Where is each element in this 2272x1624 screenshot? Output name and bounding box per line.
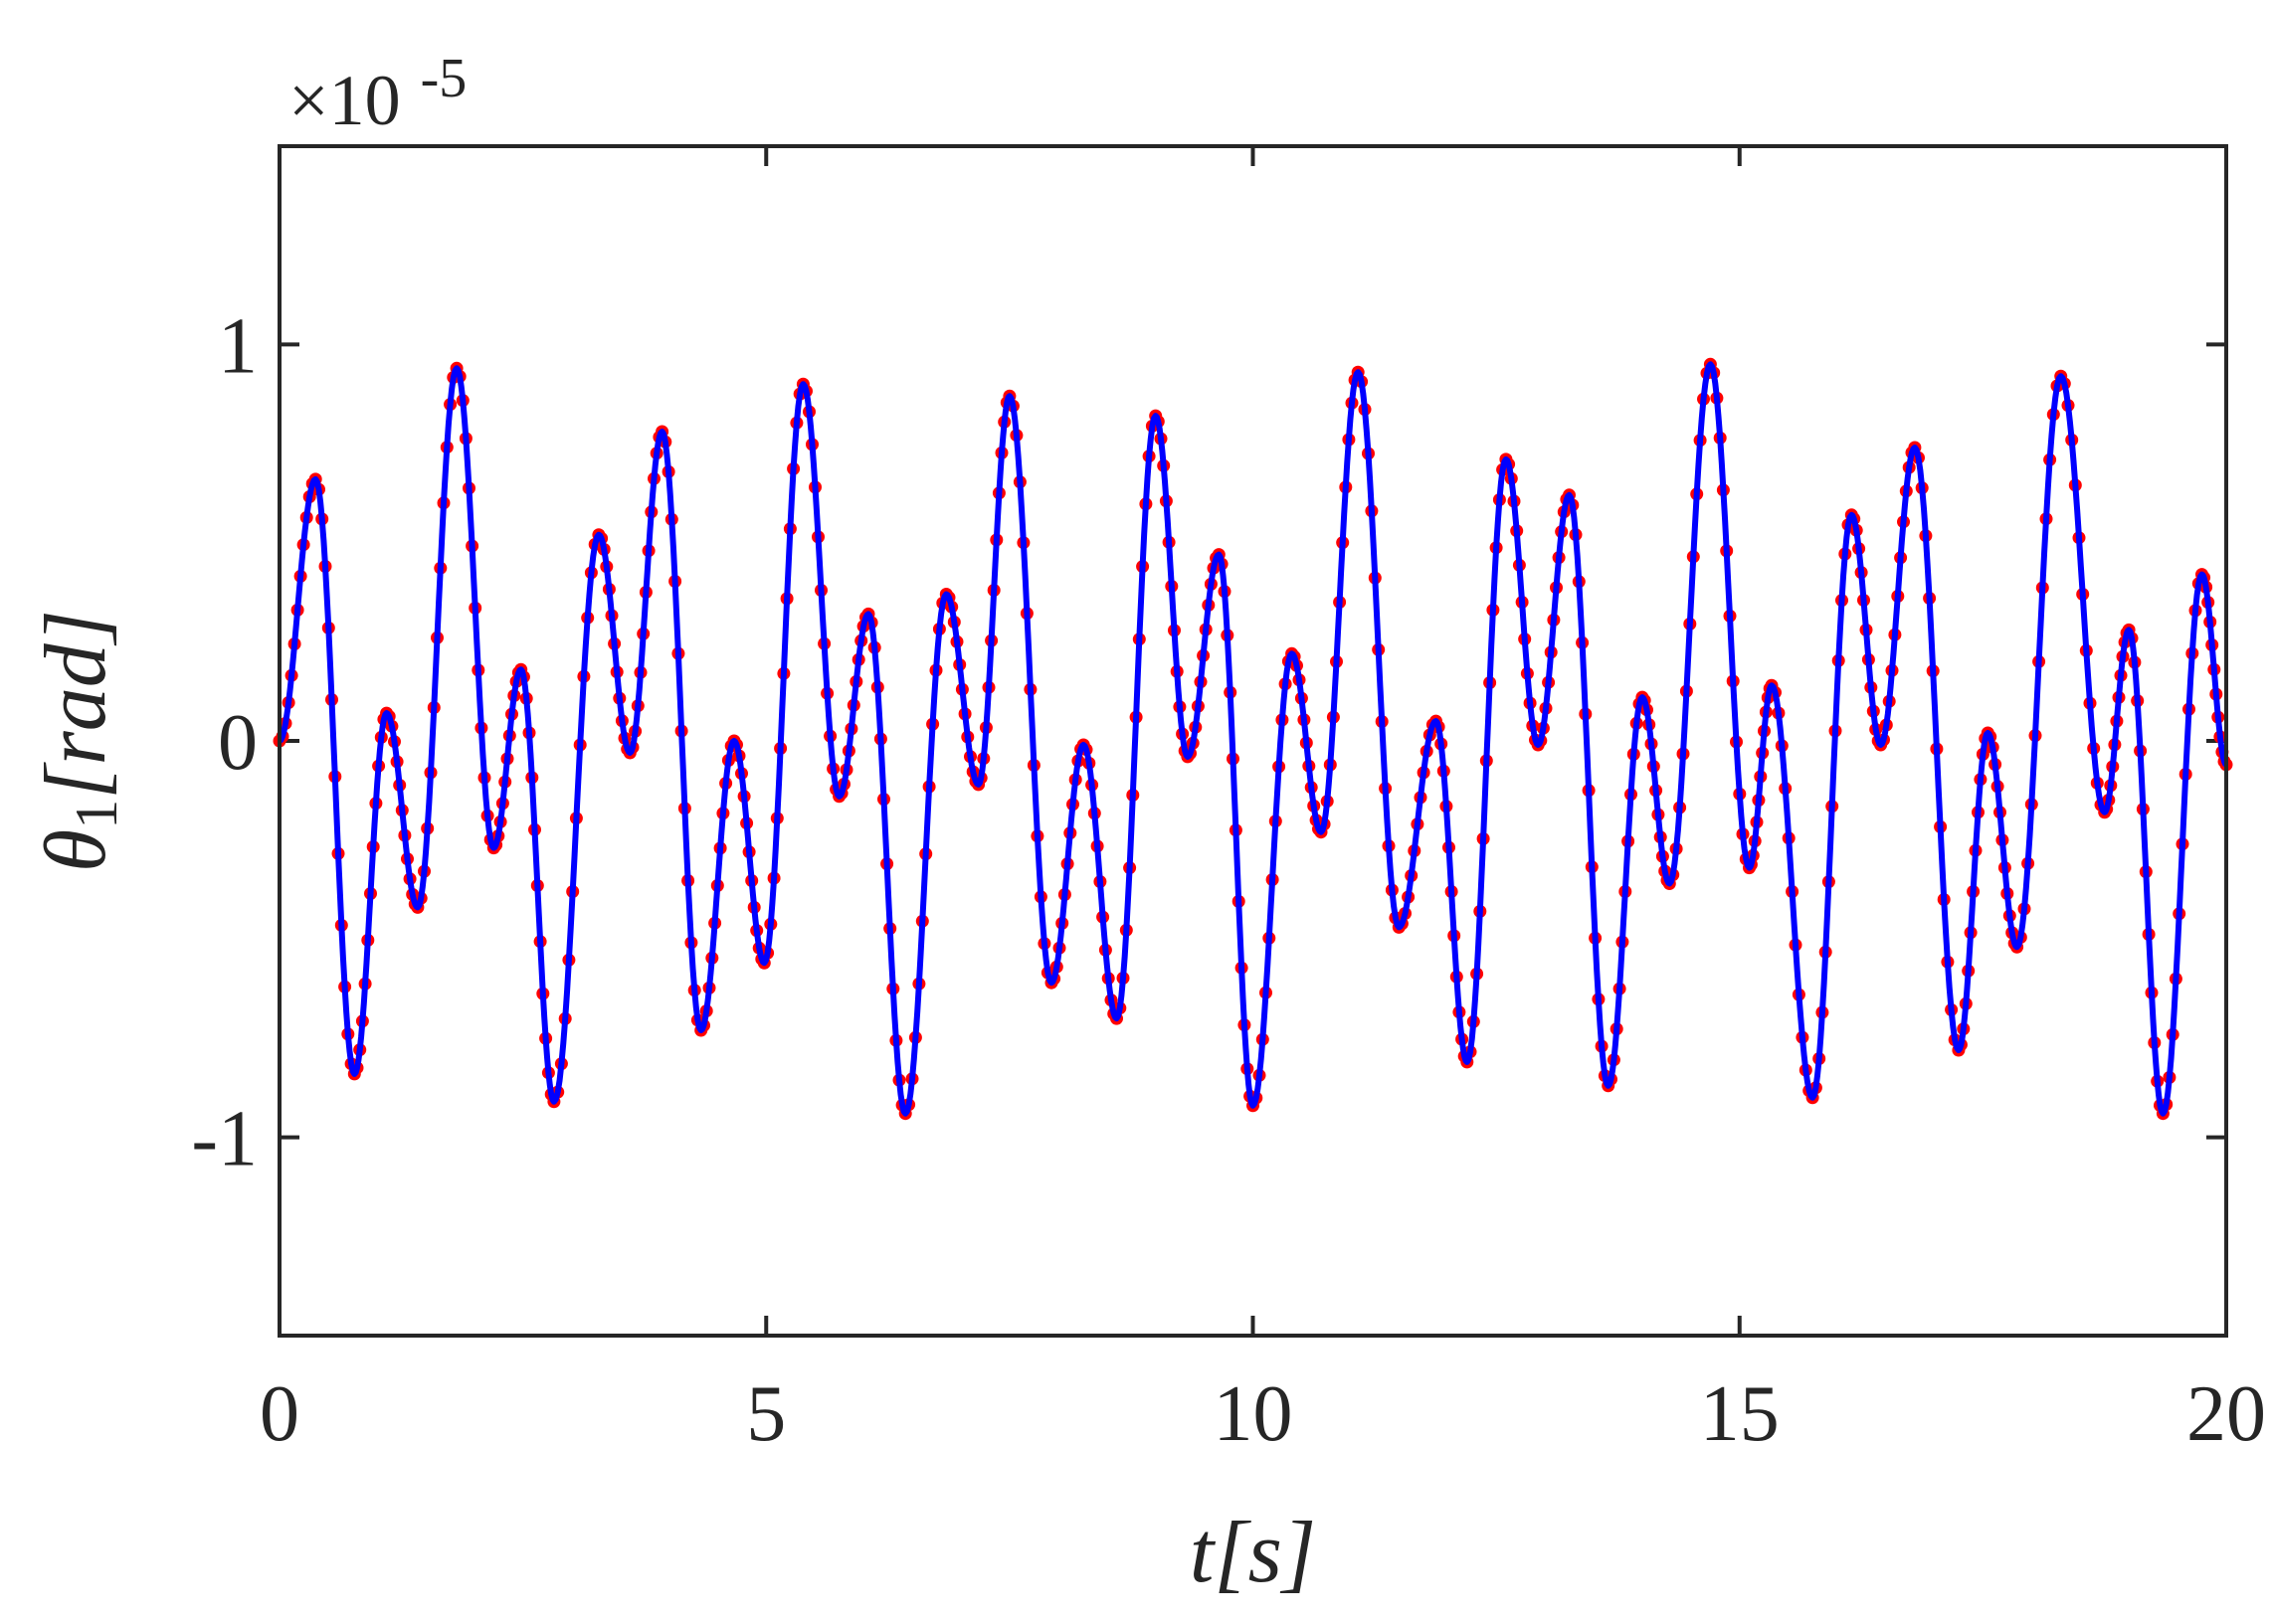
y-axis-subscript: 1 [64, 800, 129, 829]
x-tick-label: 20 [2186, 1370, 2266, 1458]
x-axis-label: t[s] [1190, 1505, 1316, 1601]
x-tick-label: 5 [746, 1370, 786, 1458]
tick-labels: 0 5 10 15 20 -1 0 1 [191, 302, 2266, 1458]
y-tick-label: 0 [218, 699, 258, 787]
plot-series [273, 357, 2233, 1121]
y-axis-multiplier: ×10 -5 [288, 48, 467, 140]
y-axis-symbol: θ [28, 829, 124, 872]
x-tick-label: 15 [1700, 1370, 1780, 1458]
y-multiplier-base: ×10 [288, 61, 401, 140]
x-tick-label: 10 [1214, 1370, 1293, 1458]
series-line [278, 361, 2228, 1117]
y-axis-label: θ1[rad] [28, 610, 129, 872]
plot-area-border [278, 144, 2228, 1338]
y-multiplier-exponent: -5 [421, 48, 468, 109]
x-tick-label: 0 [260, 1370, 299, 1458]
y-axis-unit: [rad] [28, 610, 124, 800]
y-tick-label: 1 [218, 302, 258, 390]
y-tick-label: -1 [191, 1096, 258, 1183]
